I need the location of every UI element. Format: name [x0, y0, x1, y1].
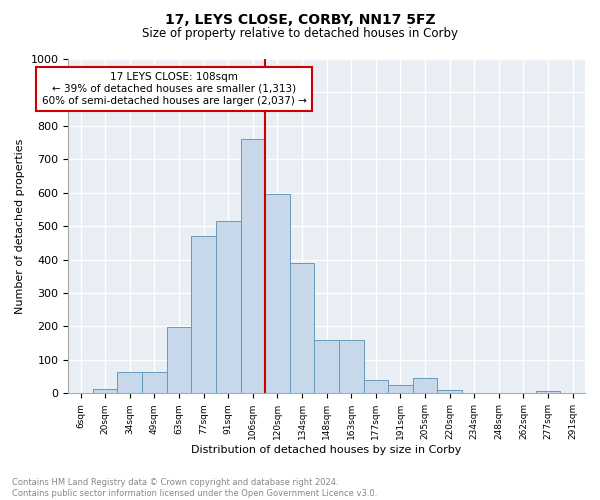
Bar [339, 340, 364, 394]
Bar [241, 139, 265, 394]
Bar [118, 372, 142, 394]
Text: Contains HM Land Registry data © Crown copyright and database right 2024.
Contai: Contains HM Land Registry data © Crown c… [12, 478, 377, 498]
Bar [290, 263, 314, 394]
Text: Size of property relative to detached houses in Corby: Size of property relative to detached ho… [142, 28, 458, 40]
Bar [388, 385, 413, 394]
Bar [93, 389, 118, 394]
Bar [191, 236, 216, 394]
Bar [167, 327, 191, 394]
Text: 17, LEYS CLOSE, CORBY, NN17 5FZ: 17, LEYS CLOSE, CORBY, NN17 5FZ [164, 12, 436, 26]
Bar [314, 340, 339, 394]
Y-axis label: Number of detached properties: Number of detached properties [15, 138, 25, 314]
Bar [364, 380, 388, 394]
X-axis label: Distribution of detached houses by size in Corby: Distribution of detached houses by size … [191, 445, 462, 455]
Bar [413, 378, 437, 394]
Text: 17 LEYS CLOSE: 108sqm
← 39% of detached houses are smaller (1,313)
60% of semi-d: 17 LEYS CLOSE: 108sqm ← 39% of detached … [41, 72, 307, 106]
Bar [536, 390, 560, 394]
Bar [216, 221, 241, 394]
Bar [265, 194, 290, 394]
Bar [437, 390, 462, 394]
Bar [142, 372, 167, 394]
